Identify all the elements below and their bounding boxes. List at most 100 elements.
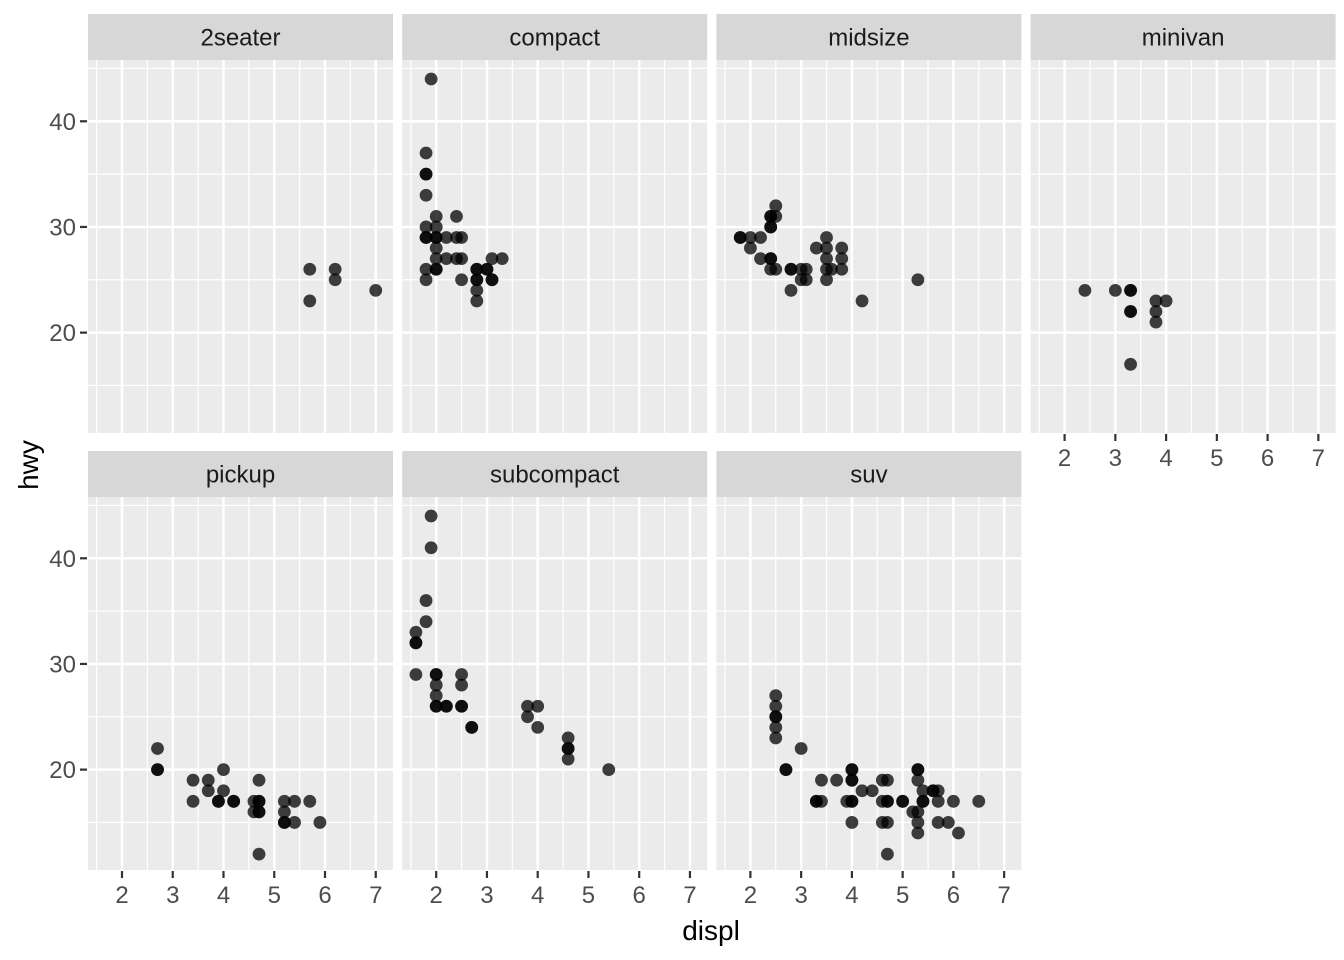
data-point <box>531 720 545 734</box>
data-point <box>1159 294 1173 308</box>
data-point <box>911 273 925 287</box>
x-axis-tick-label: 5 <box>1210 445 1223 472</box>
data-point <box>820 241 833 255</box>
data-point <box>1108 283 1122 297</box>
data-point <box>217 763 230 777</box>
data-point <box>881 794 894 808</box>
data-point <box>911 805 925 819</box>
data-point <box>429 220 443 234</box>
data-point <box>429 262 443 276</box>
facet-strip-label: suv <box>850 462 887 489</box>
data-point <box>835 252 849 266</box>
x-axis-tick-label: 5 <box>582 882 595 909</box>
data-point <box>303 294 317 308</box>
facet-suv: suv 2 3 4 5 6 7 <box>716 451 1022 909</box>
data-point <box>855 294 869 308</box>
y-axis-tick-label: 30 <box>49 651 76 678</box>
x-axis-tick-label: 4 <box>845 882 858 909</box>
data-point <box>1124 283 1137 297</box>
x-axis-tick-label: 7 <box>1312 445 1325 472</box>
data-point <box>480 262 494 276</box>
x-axis-tick-label: 3 <box>794 882 807 909</box>
data-point <box>424 541 438 555</box>
data-point <box>485 273 499 287</box>
data-point <box>794 742 808 755</box>
data-point <box>277 794 291 808</box>
data-point <box>561 731 575 745</box>
data-point <box>916 784 930 798</box>
data-point <box>419 220 433 234</box>
data-point <box>303 262 317 276</box>
facet-panel <box>88 497 393 870</box>
y-axis-title: hwy <box>13 440 44 490</box>
data-point <box>744 231 757 244</box>
x-axis-tick-label: 2 <box>430 882 443 909</box>
data-point <box>429 678 443 692</box>
y-axis-tick-label: 40 <box>49 109 76 136</box>
data-point <box>779 763 793 777</box>
facet-strip <box>402 14 708 60</box>
data-point <box>764 220 778 234</box>
x-axis-tick-label: 7 <box>683 882 696 909</box>
data-point <box>809 241 823 255</box>
data-point <box>769 199 783 213</box>
data-point <box>602 763 616 777</box>
data-point <box>409 636 423 650</box>
x-axis-tick-label: 5 <box>268 882 281 909</box>
data-point <box>799 262 813 276</box>
data-point <box>521 710 534 724</box>
facet-strip-label: subcompact <box>490 462 620 489</box>
data-point <box>409 625 423 639</box>
data-point <box>916 794 930 808</box>
x-axis-tick-label: 2 <box>115 882 128 909</box>
x-axis-tick-label: 6 <box>318 882 331 909</box>
data-point <box>201 773 215 787</box>
x-axis-tick-label: 6 <box>1261 445 1274 472</box>
facet-panel <box>402 60 708 433</box>
facet-strip-label: pickup <box>206 462 275 489</box>
data-point <box>495 252 509 266</box>
data-point <box>754 252 767 266</box>
y-axis-tick-label: 40 <box>49 546 76 573</box>
data-point <box>931 816 945 829</box>
data-point <box>439 252 453 266</box>
data-point <box>450 209 463 223</box>
data-point <box>252 805 266 819</box>
x-axis-tick-label: 2 <box>1058 445 1071 472</box>
data-point <box>744 241 757 255</box>
data-point <box>419 594 433 607</box>
data-point <box>470 294 484 308</box>
data-point <box>186 773 200 787</box>
data-point <box>931 784 945 798</box>
facet-strip <box>716 14 1022 60</box>
data-point <box>439 699 453 713</box>
data-point <box>845 794 859 808</box>
data-point <box>1124 357 1137 371</box>
data-point <box>784 283 798 297</box>
data-point <box>288 794 301 808</box>
data-point <box>972 794 986 808</box>
x-axis-tick-label: 5 <box>896 882 909 909</box>
x-axis-tick-label: 6 <box>633 882 646 909</box>
data-point <box>1149 294 1163 308</box>
facet-strip <box>402 451 708 497</box>
data-point <box>369 283 383 297</box>
data-point <box>470 283 484 297</box>
data-point <box>424 509 438 523</box>
data-point <box>815 794 828 808</box>
data-point <box>896 794 910 808</box>
facet-grid: 2seater 20 30 40 compact midsize minivan 2 3 4 5 6 7… <box>49 14 1336 909</box>
x-axis-title: displ <box>682 915 740 946</box>
data-point <box>911 816 925 829</box>
data-point <box>1149 305 1163 318</box>
data-point <box>429 209 443 223</box>
data-point <box>419 615 433 629</box>
data-point <box>419 231 433 244</box>
data-point <box>227 794 241 808</box>
facet-panel <box>1030 60 1336 433</box>
data-point <box>151 763 164 777</box>
facet-compact: compact <box>402 14 708 433</box>
x-axis-tick-label: 4 <box>1159 445 1172 472</box>
x-axis-tick-label: 3 <box>166 882 179 909</box>
